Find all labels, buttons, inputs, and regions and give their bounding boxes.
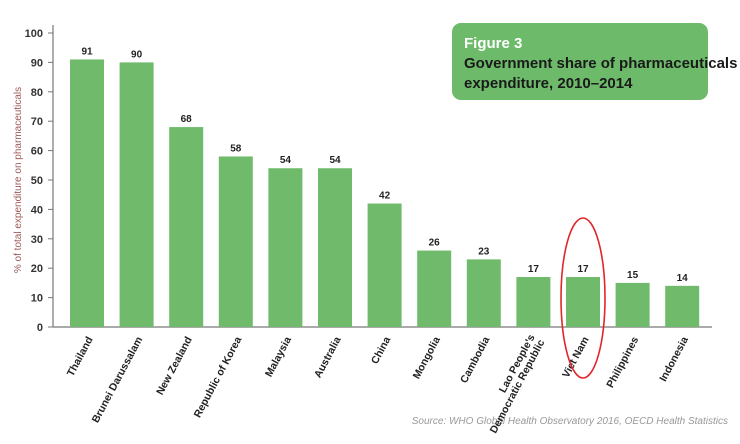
y-tick-label: 30 <box>31 234 43 246</box>
category-label: Mongolia <box>411 335 443 381</box>
highlight-ellipse <box>560 217 606 379</box>
data-label: 17 <box>577 264 589 275</box>
bar-malaysia <box>268 168 303 327</box>
category-label: China <box>369 335 393 367</box>
category-label: Australia <box>312 335 344 380</box>
data-label: 26 <box>429 238 441 249</box>
y-tick-label: 0 <box>37 322 43 334</box>
y-tick-label: 70 <box>31 116 43 128</box>
y-tick-label: 80 <box>31 87 43 99</box>
chart-title-line-2: expenditure, 2010–2014 <box>464 75 633 92</box>
figure-label: Figure 3 <box>464 35 522 52</box>
data-label: 54 <box>280 155 292 166</box>
bar-republic-of-korea <box>218 156 253 327</box>
category-label: New Zealand <box>154 335 195 397</box>
data-label: 42 <box>379 191 391 202</box>
bar-viet-nam <box>566 277 600 327</box>
y-tick-label: 50 <box>31 175 43 187</box>
source-note: Source: WHO Global Health Observatory 20… <box>412 416 728 427</box>
y-tick-label: 20 <box>31 263 43 275</box>
data-label: 17 <box>528 264 540 275</box>
bar-lao-people-s-democratic-republic <box>516 277 551 327</box>
title-box <box>452 23 708 100</box>
category-label: Philippines <box>604 335 641 390</box>
bar-mongolia <box>417 250 452 327</box>
category-label: Thailand <box>65 335 96 379</box>
bar-brunei-darussalam <box>119 62 154 328</box>
y-tick-label: 40 <box>31 204 43 216</box>
data-label: 58 <box>230 143 242 154</box>
category-label: Republic of Korea <box>192 335 245 420</box>
data-label: 54 <box>329 155 341 166</box>
bar-new-zealand <box>169 127 204 327</box>
category-label: Malaysia <box>263 335 294 379</box>
data-label: 14 <box>677 273 689 284</box>
bar-china <box>367 203 402 327</box>
bar-cambodia <box>466 259 501 327</box>
bar-thailand <box>70 59 104 328</box>
category-label: Cambodia <box>458 335 492 386</box>
y-axis-label: % of total expenditure on pharmaceutical… <box>13 87 24 273</box>
data-label: 68 <box>181 114 193 125</box>
bar-philippines <box>615 282 650 327</box>
category-label: Brunei Darussalam <box>90 335 146 425</box>
y-tick-label: 60 <box>31 146 43 158</box>
y-tick-label: 100 <box>25 28 43 40</box>
data-label: 91 <box>81 46 93 57</box>
data-label: 90 <box>131 49 143 60</box>
data-label: 23 <box>478 246 490 257</box>
chart-title-line-1: Government share of pharmaceuticals <box>464 55 737 72</box>
y-tick-label: 90 <box>31 57 43 69</box>
bar-indonesia <box>665 285 700 327</box>
y-tick-label: 10 <box>31 293 43 305</box>
data-label: 15 <box>627 270 639 281</box>
bar-australia <box>318 168 352 327</box>
category-label: Indonesia <box>657 335 691 384</box>
